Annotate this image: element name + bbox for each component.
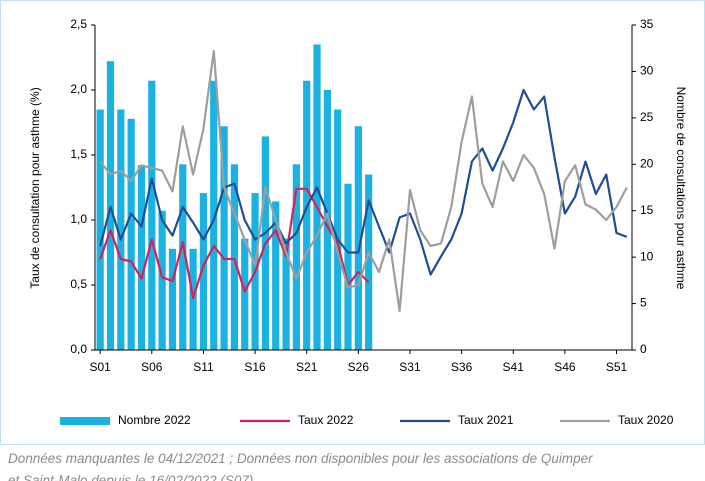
- bar: [303, 80, 311, 350]
- y-tick-label: 2,5: [70, 17, 87, 31]
- bar: [210, 80, 218, 350]
- x-tick-label: S01: [89, 360, 111, 374]
- y2-axis-label: Nombre de consultations pour asthme: [674, 87, 688, 290]
- bar: [127, 118, 135, 351]
- legend-label: Nombre 2022: [118, 413, 191, 427]
- y2-tick-label: 20: [640, 156, 654, 170]
- footnote: Données manquantes le 04/12/2021 ; Donné…: [8, 448, 700, 481]
- x-tick-label: S21: [296, 360, 318, 374]
- x-tick-label: S16: [244, 360, 266, 374]
- bar: [344, 183, 352, 350]
- bar: [148, 80, 156, 350]
- bar: [137, 165, 146, 350]
- legend-label: Taux 2020: [618, 413, 674, 427]
- legend-label: Taux 2021: [458, 413, 514, 427]
- legend-swatch: [60, 417, 110, 425]
- bar: [272, 201, 280, 350]
- chart: Taux de consultation pour asthme (%) Nom…: [0, 0, 705, 445]
- y2-tick-label: 0: [640, 342, 647, 356]
- bar: [354, 126, 362, 350]
- bar: [117, 109, 125, 350]
- y2-tick-label: 30: [640, 64, 654, 78]
- bar: [106, 61, 115, 350]
- bar: [189, 248, 197, 350]
- x-tick-label: S11: [193, 360, 214, 374]
- y2-tick-label: 10: [640, 249, 654, 263]
- y2-tick-label: 15: [640, 203, 654, 217]
- x-tick-label: S31: [399, 360, 421, 374]
- x-tick-label: S46: [554, 360, 576, 374]
- line: [99, 49, 628, 313]
- bar: [334, 109, 342, 350]
- legend-label: Taux 2022: [298, 413, 354, 427]
- line: [99, 88, 628, 276]
- y2-tick-label: 5: [640, 296, 647, 310]
- y-tick-label: 1,5: [70, 147, 87, 161]
- bar: [230, 164, 239, 350]
- y2-tick-label: 25: [640, 110, 654, 124]
- x-tick-label: S36: [451, 360, 473, 374]
- bar: [313, 44, 321, 350]
- y-tick-label: 2,0: [70, 82, 87, 96]
- bar: [96, 109, 104, 350]
- bar: [220, 126, 228, 350]
- bar: [158, 210, 166, 350]
- y-tick-label: 0,5: [70, 277, 87, 291]
- bar: [179, 164, 187, 350]
- x-tick-label: S06: [141, 360, 163, 374]
- y-tick-label: 1,0: [70, 212, 87, 226]
- y-tick-label: 0,0: [70, 342, 87, 356]
- y2-tick-label: 35: [640, 17, 654, 31]
- note-line: et Saint-Malo depuis le 16/02/2022 (S07): [8, 473, 254, 481]
- x-tick-label: S51: [606, 360, 628, 374]
- bar: [292, 164, 300, 350]
- bar: [365, 174, 373, 350]
- bar: [168, 248, 177, 350]
- bar: [199, 193, 208, 350]
- y-axis-label: Taux de consultation pour asthme (%): [28, 87, 42, 288]
- x-tick-label: S26: [348, 360, 370, 374]
- bar: [282, 238, 290, 350]
- bar: [241, 238, 249, 350]
- note-line: Données manquantes le 04/12/2021 ; Donné…: [8, 451, 593, 466]
- x-tick-label: S41: [503, 360, 525, 374]
- bar: [323, 90, 331, 350]
